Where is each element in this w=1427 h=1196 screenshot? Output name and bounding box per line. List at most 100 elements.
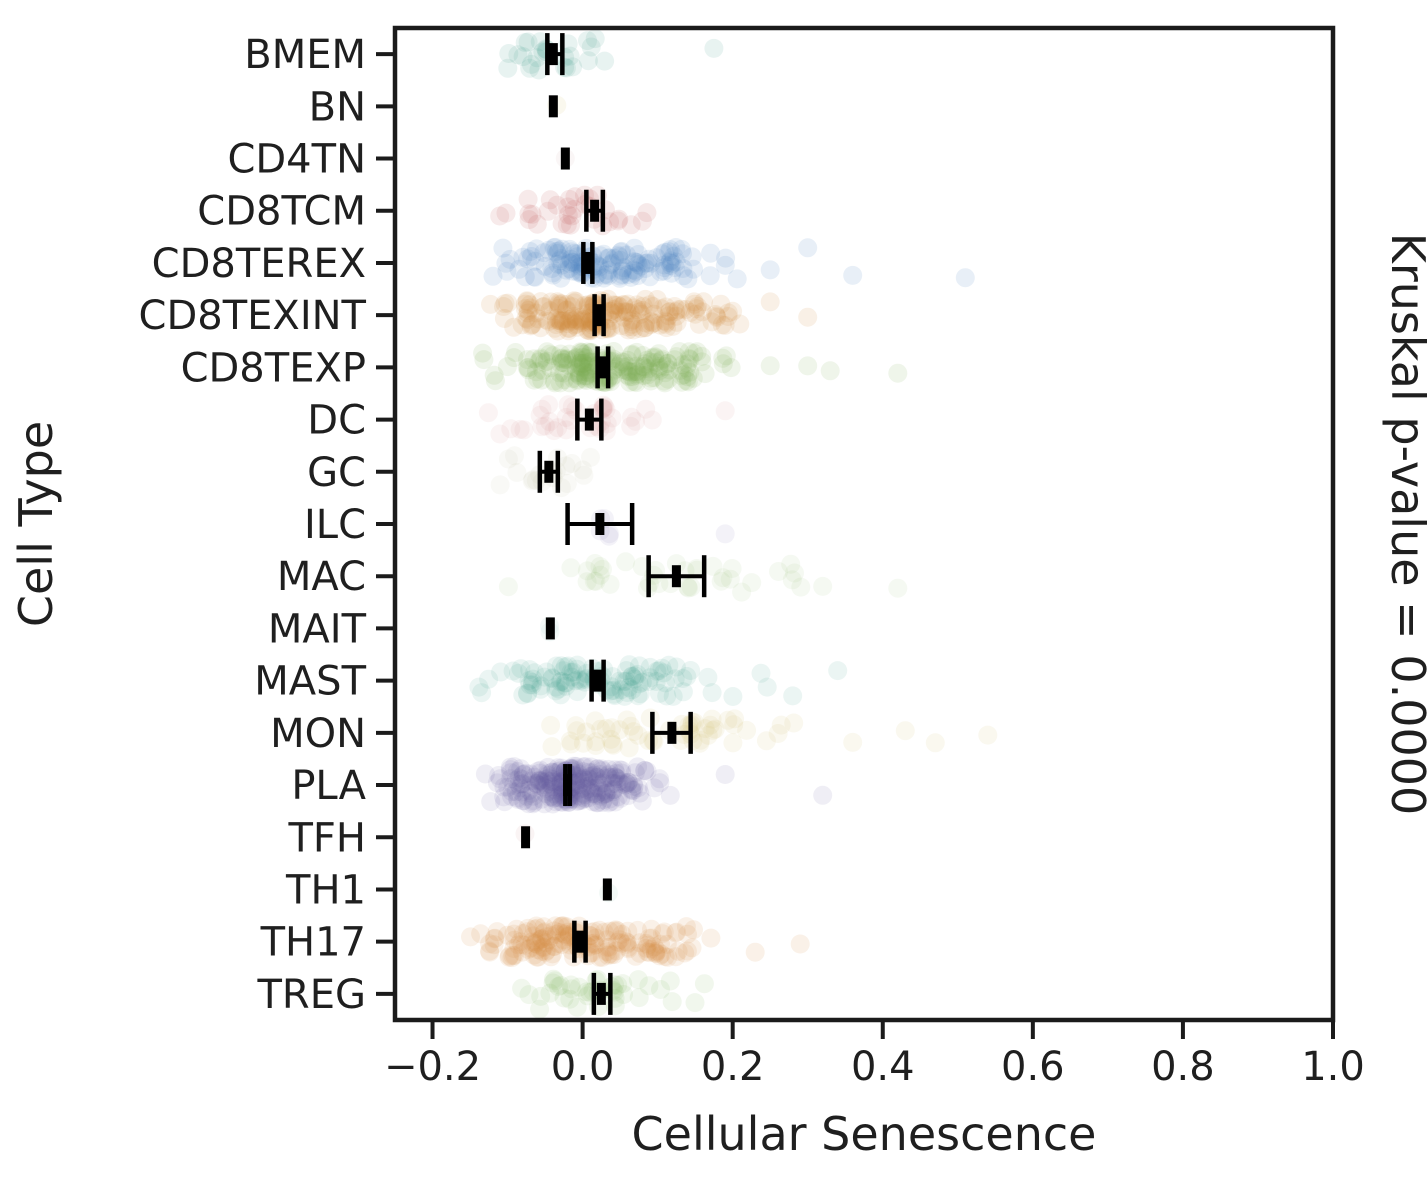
scatter-point	[544, 788, 563, 808]
scatter-point	[572, 357, 591, 377]
scatter-point	[510, 932, 530, 952]
x-tick-label: 0.6	[1001, 1044, 1065, 1090]
scatter-point	[549, 298, 569, 318]
scatter-point	[526, 932, 546, 952]
scatter-point	[555, 925, 575, 945]
scatter-point	[517, 922, 537, 942]
scatter-point	[564, 291, 584, 311]
scatter-point	[628, 266, 648, 286]
scatter-point	[493, 238, 513, 258]
scatter-point	[563, 57, 583, 77]
scatter-point	[587, 793, 607, 813]
scatter-point	[646, 353, 666, 372]
scatter-point	[645, 348, 665, 368]
scatter-point	[544, 788, 564, 808]
scatter-point	[713, 348, 733, 368]
scatter-point	[685, 304, 705, 324]
scatter-point	[661, 256, 681, 275]
scatter-point	[523, 926, 543, 946]
scatter-point	[659, 306, 679, 326]
scatter-point	[635, 318, 655, 338]
x-tick-label: 0.2	[701, 1044, 765, 1090]
scatter-point	[718, 307, 738, 326]
scatter-point	[563, 261, 583, 281]
scatter-point	[586, 732, 606, 752]
y-tick-label: DC	[307, 398, 366, 444]
scatter-point	[501, 763, 521, 783]
scatter-point	[551, 975, 571, 995]
scatter-point	[573, 310, 593, 330]
scatter-point	[561, 975, 581, 995]
scatter-point	[543, 794, 563, 814]
scatter-point	[614, 357, 634, 377]
scatter-point	[625, 763, 645, 783]
scatter-point	[564, 307, 584, 326]
scatter-point	[536, 769, 556, 789]
scatter-point	[521, 298, 541, 318]
scatter-point	[515, 267, 535, 287]
scatter-point	[537, 342, 557, 362]
scatter-point	[490, 206, 510, 226]
scatter-point	[571, 307, 591, 327]
scatter-point	[649, 357, 669, 376]
scatter-point	[760, 356, 780, 376]
scatter-point	[673, 355, 693, 375]
y-tick-label: PLA	[291, 763, 366, 809]
scatter-point	[628, 970, 648, 990]
scatter-point	[542, 737, 562, 757]
scatter-point	[618, 350, 638, 370]
scatter-point	[564, 199, 584, 219]
scatter-point	[522, 675, 542, 695]
scatter-point	[612, 763, 631, 783]
scatter-point	[546, 681, 566, 701]
scatter-point	[691, 730, 710, 750]
scatter-point	[718, 303, 738, 323]
scatter-point	[515, 33, 535, 52]
scatter-point	[543, 770, 563, 789]
scatter-point	[616, 552, 636, 572]
scatter-point	[597, 264, 617, 284]
scatter-point	[524, 370, 544, 390]
scatter-point	[536, 933, 556, 953]
scatter-point	[602, 734, 622, 754]
scatter-point	[552, 239, 572, 259]
scatter-point	[843, 732, 863, 752]
scatter-point	[471, 924, 491, 944]
scatter-point	[596, 784, 616, 803]
scatter-point	[955, 268, 975, 288]
scatter-point	[711, 294, 731, 314]
scatter-point	[676, 917, 696, 937]
scatter-point	[499, 44, 519, 63]
scatter-point	[513, 47, 533, 67]
scatter-point	[622, 344, 642, 364]
scatter-point	[603, 735, 623, 755]
scatter-point	[584, 933, 604, 953]
scatter-point	[611, 242, 631, 262]
scatter-point	[522, 315, 541, 335]
scatter-point	[567, 682, 587, 702]
scatter-point	[495, 294, 515, 314]
scatter-point	[611, 352, 631, 372]
scatter-point	[573, 733, 593, 753]
scatter-point	[557, 215, 577, 235]
scatter-point	[611, 680, 631, 700]
scatter-point	[586, 736, 606, 755]
scatter-point	[656, 297, 676, 317]
scatter-point	[623, 263, 643, 283]
scatter-point	[593, 790, 613, 810]
scatter-point	[660, 971, 680, 991]
scatter-point	[540, 983, 560, 1003]
scatter-point	[529, 352, 549, 372]
scatter-point	[587, 759, 607, 779]
scatter-point	[557, 294, 577, 314]
scatter-point	[698, 667, 718, 687]
scatter-point	[639, 928, 659, 948]
scatter-point	[540, 190, 560, 210]
scatter-point	[561, 309, 581, 329]
scatter-point	[628, 245, 648, 264]
scatter-point	[518, 303, 538, 323]
scatter-point	[571, 343, 591, 363]
scatter-point	[562, 252, 582, 272]
scatter-point	[641, 253, 661, 273]
scatter-point	[537, 771, 557, 791]
